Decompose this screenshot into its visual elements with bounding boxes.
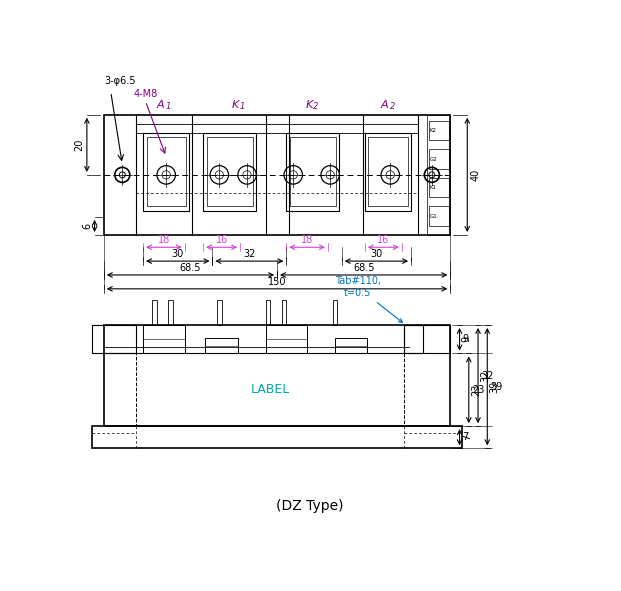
Text: 2: 2 — [389, 102, 395, 111]
Bar — [143, 133, 189, 211]
Text: 6: 6 — [82, 223, 93, 229]
Bar — [143, 325, 184, 353]
Text: K1: K1 — [430, 185, 437, 190]
Text: LABEL: LABEL — [250, 384, 290, 397]
Text: 16: 16 — [377, 235, 389, 245]
Bar — [428, 121, 449, 140]
Text: 68.5: 68.5 — [179, 262, 201, 272]
Text: K: K — [306, 100, 312, 110]
Bar — [290, 137, 336, 206]
Text: 40: 40 — [470, 169, 480, 181]
Text: 39: 39 — [491, 382, 502, 392]
Bar — [217, 300, 222, 325]
Text: 39: 39 — [489, 381, 499, 393]
Bar — [136, 353, 404, 426]
Bar — [104, 115, 450, 235]
Text: 18: 18 — [301, 235, 313, 245]
Bar — [206, 337, 238, 353]
Bar — [365, 133, 411, 211]
Bar — [93, 325, 136, 353]
Text: 3-φ6.5: 3-φ6.5 — [104, 76, 135, 86]
Bar — [152, 300, 157, 325]
Bar — [207, 137, 253, 206]
Text: G1: G1 — [430, 214, 437, 219]
Text: 18: 18 — [158, 235, 170, 245]
Text: 68.5: 68.5 — [353, 262, 374, 272]
Text: 16: 16 — [215, 235, 228, 245]
Text: 30: 30 — [370, 249, 383, 259]
Text: 32: 32 — [481, 371, 494, 381]
Text: 32: 32 — [481, 369, 491, 382]
Bar — [404, 325, 450, 353]
Text: 7: 7 — [462, 434, 472, 440]
Text: K: K — [231, 100, 238, 110]
Text: 1: 1 — [239, 102, 245, 111]
Text: 4-M8: 4-M8 — [134, 89, 158, 99]
Bar — [266, 300, 270, 325]
Bar — [335, 337, 367, 353]
Text: G2: G2 — [430, 157, 437, 161]
Text: K2: K2 — [430, 128, 437, 133]
Bar — [282, 300, 286, 325]
Bar — [368, 137, 407, 206]
Bar — [404, 325, 423, 353]
Text: 9: 9 — [463, 335, 469, 344]
Bar — [203, 133, 256, 211]
Text: A: A — [381, 100, 389, 110]
Bar — [168, 300, 173, 325]
Bar — [332, 300, 337, 325]
Text: 7: 7 — [463, 432, 469, 442]
Text: 1: 1 — [165, 102, 171, 111]
Text: 20: 20 — [75, 139, 84, 151]
Text: A: A — [157, 100, 165, 110]
Text: 2: 2 — [313, 102, 319, 111]
Text: 23: 23 — [471, 384, 481, 396]
Bar — [428, 150, 449, 169]
Bar — [93, 426, 462, 448]
Bar — [428, 178, 449, 197]
Text: Tab#110,
t=0.5: Tab#110, t=0.5 — [335, 277, 402, 323]
Text: 32: 32 — [243, 249, 255, 259]
Text: 150: 150 — [268, 277, 286, 287]
Text: 30: 30 — [171, 249, 184, 259]
Text: 9: 9 — [462, 336, 472, 342]
Bar — [266, 325, 307, 353]
Bar — [147, 137, 186, 206]
Bar — [427, 115, 450, 235]
Bar — [104, 325, 450, 426]
Text: 23: 23 — [472, 385, 484, 395]
Bar — [428, 206, 449, 226]
Bar — [286, 133, 340, 211]
Text: (DZ Type): (DZ Type) — [276, 499, 344, 513]
